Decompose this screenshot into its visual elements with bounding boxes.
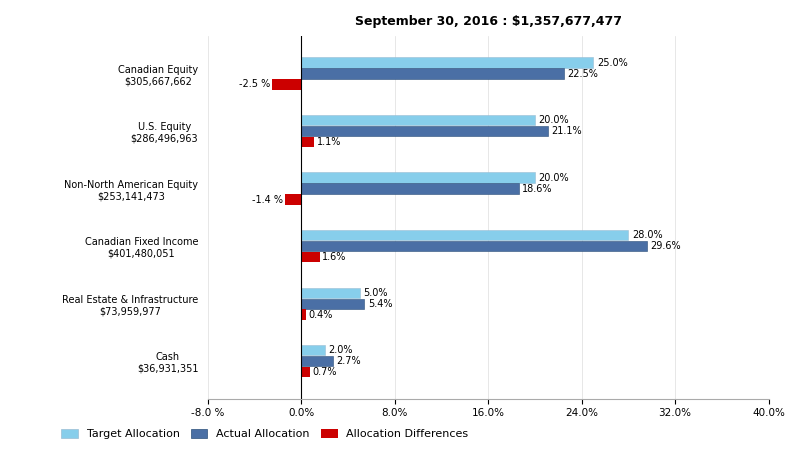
Text: 2.0%: 2.0% (328, 345, 353, 355)
Text: 1.1%: 1.1% (317, 137, 341, 147)
Bar (302, 58, 594, 68)
Text: 21.1%: 21.1% (551, 126, 582, 136)
Text: 20.0%: 20.0% (538, 115, 569, 125)
Text: 2.7%: 2.7% (337, 356, 361, 366)
Bar (302, 241, 647, 251)
Bar (302, 288, 360, 298)
Text: 1.6%: 1.6% (322, 252, 347, 262)
Text: -2.5 %: -2.5 % (238, 79, 270, 89)
Text: 0.4%: 0.4% (309, 309, 333, 320)
Legend: Target Allocation, Actual Allocation, Allocation Differences: Target Allocation, Actual Allocation, Al… (57, 424, 473, 444)
Text: 5.4%: 5.4% (368, 299, 393, 308)
Bar (302, 299, 365, 309)
Title: September 30, 2016 : $1,357,677,477: September 30, 2016 : $1,357,677,477 (354, 15, 622, 28)
Bar (302, 252, 320, 262)
Bar (302, 68, 564, 79)
Bar (302, 173, 535, 183)
Bar (302, 183, 518, 194)
Text: 0.7%: 0.7% (312, 367, 337, 377)
Text: 20.0%: 20.0% (538, 173, 569, 183)
Bar (285, 194, 302, 205)
Bar (302, 309, 306, 320)
Text: 22.5%: 22.5% (568, 68, 598, 78)
Text: 28.0%: 28.0% (632, 230, 662, 240)
Bar (302, 367, 310, 377)
Bar (302, 345, 325, 356)
Bar (272, 79, 302, 90)
Bar (302, 137, 314, 147)
Text: 25.0%: 25.0% (597, 58, 628, 67)
Text: 18.6%: 18.6% (522, 183, 553, 193)
Bar (302, 356, 333, 366)
Text: 29.6%: 29.6% (650, 241, 682, 251)
Text: 5.0%: 5.0% (363, 288, 388, 298)
Text: -1.4 %: -1.4 % (252, 194, 282, 205)
Bar (302, 115, 535, 125)
Bar (302, 126, 548, 136)
Bar (302, 230, 629, 241)
